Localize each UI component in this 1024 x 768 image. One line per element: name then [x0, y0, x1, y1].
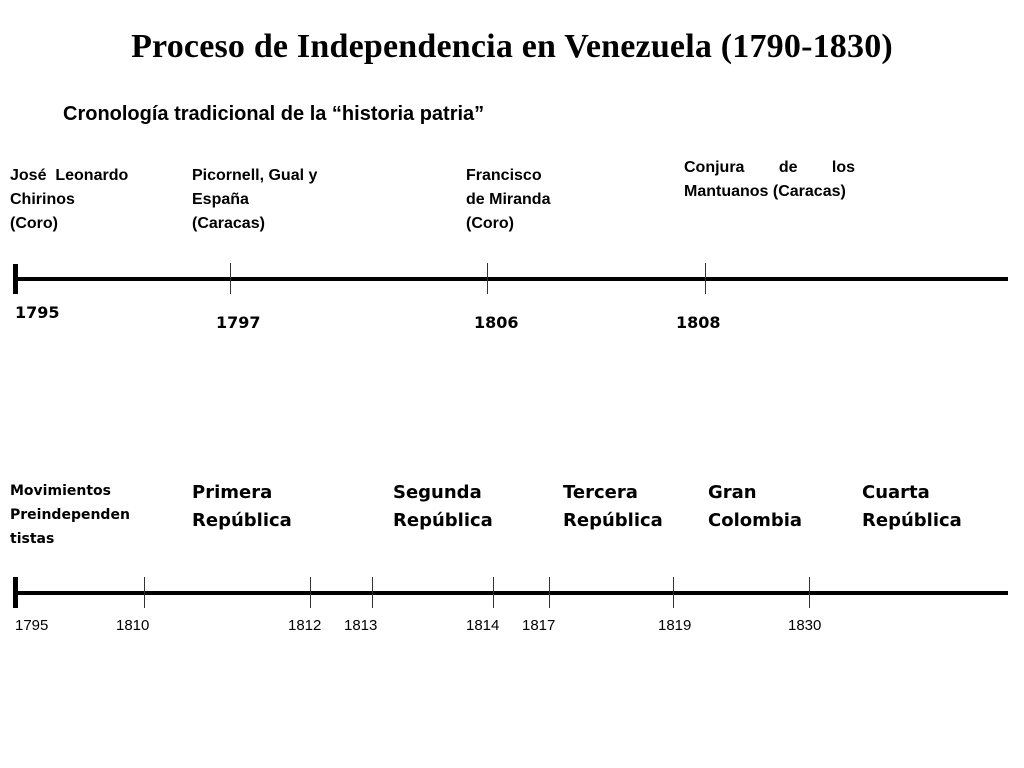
timeline-1-year: 1797	[216, 313, 261, 332]
timeline-1-tick	[487, 263, 488, 294]
timeline-1-year: 1806	[474, 313, 519, 332]
timeline-2-year: 1814	[466, 617, 500, 634]
timeline-2-year: 1812	[288, 617, 322, 634]
timeline-2-tick	[310, 577, 311, 608]
timeline-2-year: 1830	[788, 617, 822, 634]
timeline-2-year: 1795	[15, 617, 49, 634]
timeline-2-year: 1817	[522, 617, 556, 634]
timeline-1-tick	[705, 263, 706, 294]
event-chirinos: José Leonardo Chirinos (Coro)	[10, 167, 129, 232]
period-cuarta-republica: Cuarta República	[862, 482, 962, 531]
timeline-1-year: 1795	[15, 303, 60, 322]
period-gran-colombia: Gran Colombia	[708, 482, 803, 531]
event-miranda: Francisco de Miranda (Coro)	[466, 167, 551, 232]
timeline-2-tick	[673, 577, 674, 608]
timeline-2-tick	[144, 577, 145, 608]
event-picornell-gual-espana: Picornell, Gual y España (Caracas)	[192, 167, 318, 232]
timeline-2-tick	[809, 577, 810, 608]
timeline-2-year: 1819	[658, 617, 692, 634]
period-primera-republica: Primera República	[192, 482, 292, 531]
timeline-2-year: 1810	[116, 617, 150, 634]
period-segunda-republica: Segunda República	[393, 482, 493, 531]
period-tercera-republica: Tercera República	[563, 482, 663, 531]
page-title: Proceso de Independencia en Venezuela (1…	[131, 28, 893, 65]
timeline-1-year: 1808	[676, 313, 721, 332]
timeline-2-tick	[493, 577, 494, 608]
period-movimientos-preindependentistas: Movimientos Preindependen tistas	[10, 483, 130, 547]
timeline-2-year: 1813	[344, 617, 378, 634]
timeline-2-tick	[549, 577, 550, 608]
timeline-2-axis	[15, 591, 1008, 595]
timeline-1-axis	[15, 277, 1008, 281]
timeline-2-tick	[372, 577, 373, 608]
event-conjura-mantuanos: Conjura de los Mantuanos (Caracas)	[684, 159, 855, 200]
timeline-1-tick	[230, 263, 231, 294]
page-subtitle: Cronología tradicional de la “historia p…	[63, 103, 485, 125]
